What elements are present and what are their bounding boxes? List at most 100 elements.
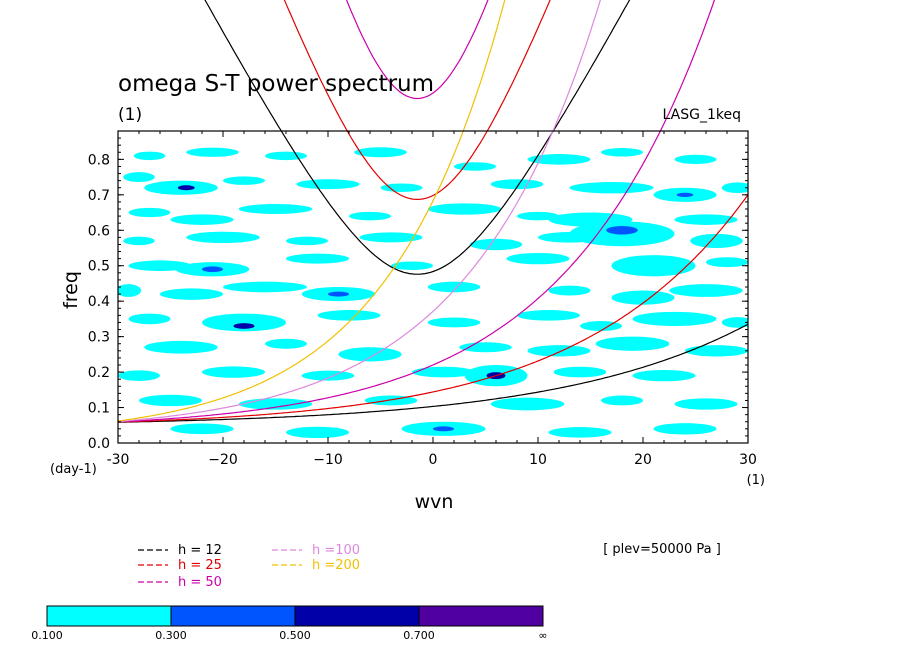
x-tick-label: 0: [429, 452, 438, 468]
dispersion-curve-kelvin: [118, 323, 748, 423]
legend-label: h = 25: [178, 558, 222, 573]
contour-region: [412, 366, 475, 378]
x-tick-label: 20: [634, 452, 652, 468]
legend-label: h = 50: [178, 575, 222, 590]
contour-region: [569, 182, 654, 194]
contour-region: [674, 154, 717, 164]
contour-region: [632, 311, 717, 326]
y-axis-label: freq: [60, 271, 82, 309]
contour-region: [286, 236, 328, 246]
contour-region: [223, 281, 307, 293]
y-tick-label: 0.5: [88, 259, 110, 275]
x-unit-label: (1): [747, 473, 765, 488]
contour-region: [653, 423, 717, 435]
colorbar-swatch: [418, 605, 544, 627]
contour-region: [186, 231, 260, 244]
contour-region: [123, 172, 155, 183]
contour-region: [133, 151, 166, 161]
colorbar-swatch: [170, 605, 296, 627]
contour-region: [427, 317, 481, 328]
contour-region: [454, 162, 496, 171]
level-annotation: [ plev=50000 Pa ]: [603, 542, 721, 557]
contour-region: [380, 183, 423, 192]
x-tick-label: -30: [107, 452, 130, 468]
contour-region: [139, 394, 202, 407]
contour-region: [490, 179, 544, 190]
dispersion-curve-kelvin: [118, 0, 506, 422]
contour-region: [553, 366, 607, 378]
y-tick-label: 0.3: [88, 330, 110, 346]
contour-region: [296, 179, 360, 190]
colorbar-swatch: [294, 605, 420, 627]
y-tick-label: 0.7: [88, 188, 110, 204]
contour-region: [517, 310, 580, 321]
contour-region: [469, 238, 523, 251]
contour-region: [706, 257, 748, 268]
contour-region: [685, 345, 748, 357]
dispersion-curves-layer: [118, 0, 748, 423]
contour-region: [354, 147, 407, 158]
chart-title: omega S-T power spectrum: [118, 71, 434, 97]
y-tick-label: 0.1: [88, 401, 110, 417]
contour-region: [391, 261, 433, 270]
contour-region: [128, 207, 171, 218]
dispersion-curve-kelvin: [118, 0, 716, 423]
dispersion-curve-kelvin: [118, 0, 601, 423]
dispersion-curve-kelvin: [118, 194, 748, 423]
contour-region: [128, 313, 171, 325]
contour-region: [459, 342, 512, 353]
contour-region: [118, 370, 160, 381]
contour-region: [170, 423, 234, 435]
contour-region: [177, 185, 195, 191]
contour-region: [265, 151, 307, 161]
dispersion-curve-symmetric: [204, 0, 631, 275]
contour-region: [580, 321, 622, 331]
contour-region: [317, 310, 381, 321]
contour-region: [123, 236, 155, 246]
contour-region: [128, 260, 192, 272]
colorbar-label: 0.700: [403, 629, 435, 642]
y-tick-label: 0.4: [88, 294, 110, 310]
contour-region: [506, 252, 570, 265]
contour-region: [427, 281, 481, 293]
contour-region: [611, 290, 675, 305]
contour-region: [160, 288, 223, 300]
contour-region: [669, 284, 743, 297]
contour-region: [721, 182, 748, 194]
contour-region: [202, 313, 286, 332]
legend-label: h =100: [312, 543, 360, 558]
chart-subtitle: (1): [118, 105, 142, 125]
contour-region: [548, 285, 591, 296]
legend-label: h =200: [312, 558, 360, 573]
contour-region: [233, 323, 255, 329]
contour-region: [527, 154, 591, 165]
contour-region: [632, 369, 696, 382]
y-tick-label: 0.0: [88, 436, 110, 452]
colorbar-label: 0.500: [279, 629, 311, 642]
contour-region: [601, 395, 643, 406]
contour-region: [601, 148, 643, 157]
contour-region: [527, 345, 591, 357]
contour-region: [202, 266, 223, 273]
contour-region: [595, 336, 670, 351]
contour-region: [517, 211, 559, 221]
contour-region: [721, 317, 748, 328]
contour-region: [338, 347, 402, 362]
contour-region: [118, 284, 142, 297]
axes-layer: -30 −20 −10 0 10 20 30 0.0 0.1 0.2 0.3 0.4 0.5 0.6 0.7…: [88, 131, 757, 468]
x-tick-label: −10: [313, 452, 343, 468]
dispersion-curve-symmetric: [345, 0, 489, 100]
y-tick-label: 0.8: [88, 152, 110, 168]
contour-region: [186, 147, 239, 157]
contour-region: [286, 426, 349, 439]
contour-region: [223, 176, 265, 185]
contour-region: [349, 211, 391, 221]
contour-region: [265, 338, 307, 349]
x-tick-label: 30: [739, 452, 757, 468]
y-tick-label: 0.6: [88, 223, 110, 239]
contour-region: [301, 370, 355, 381]
contour-region: [238, 204, 313, 214]
contour-region: [548, 427, 612, 438]
